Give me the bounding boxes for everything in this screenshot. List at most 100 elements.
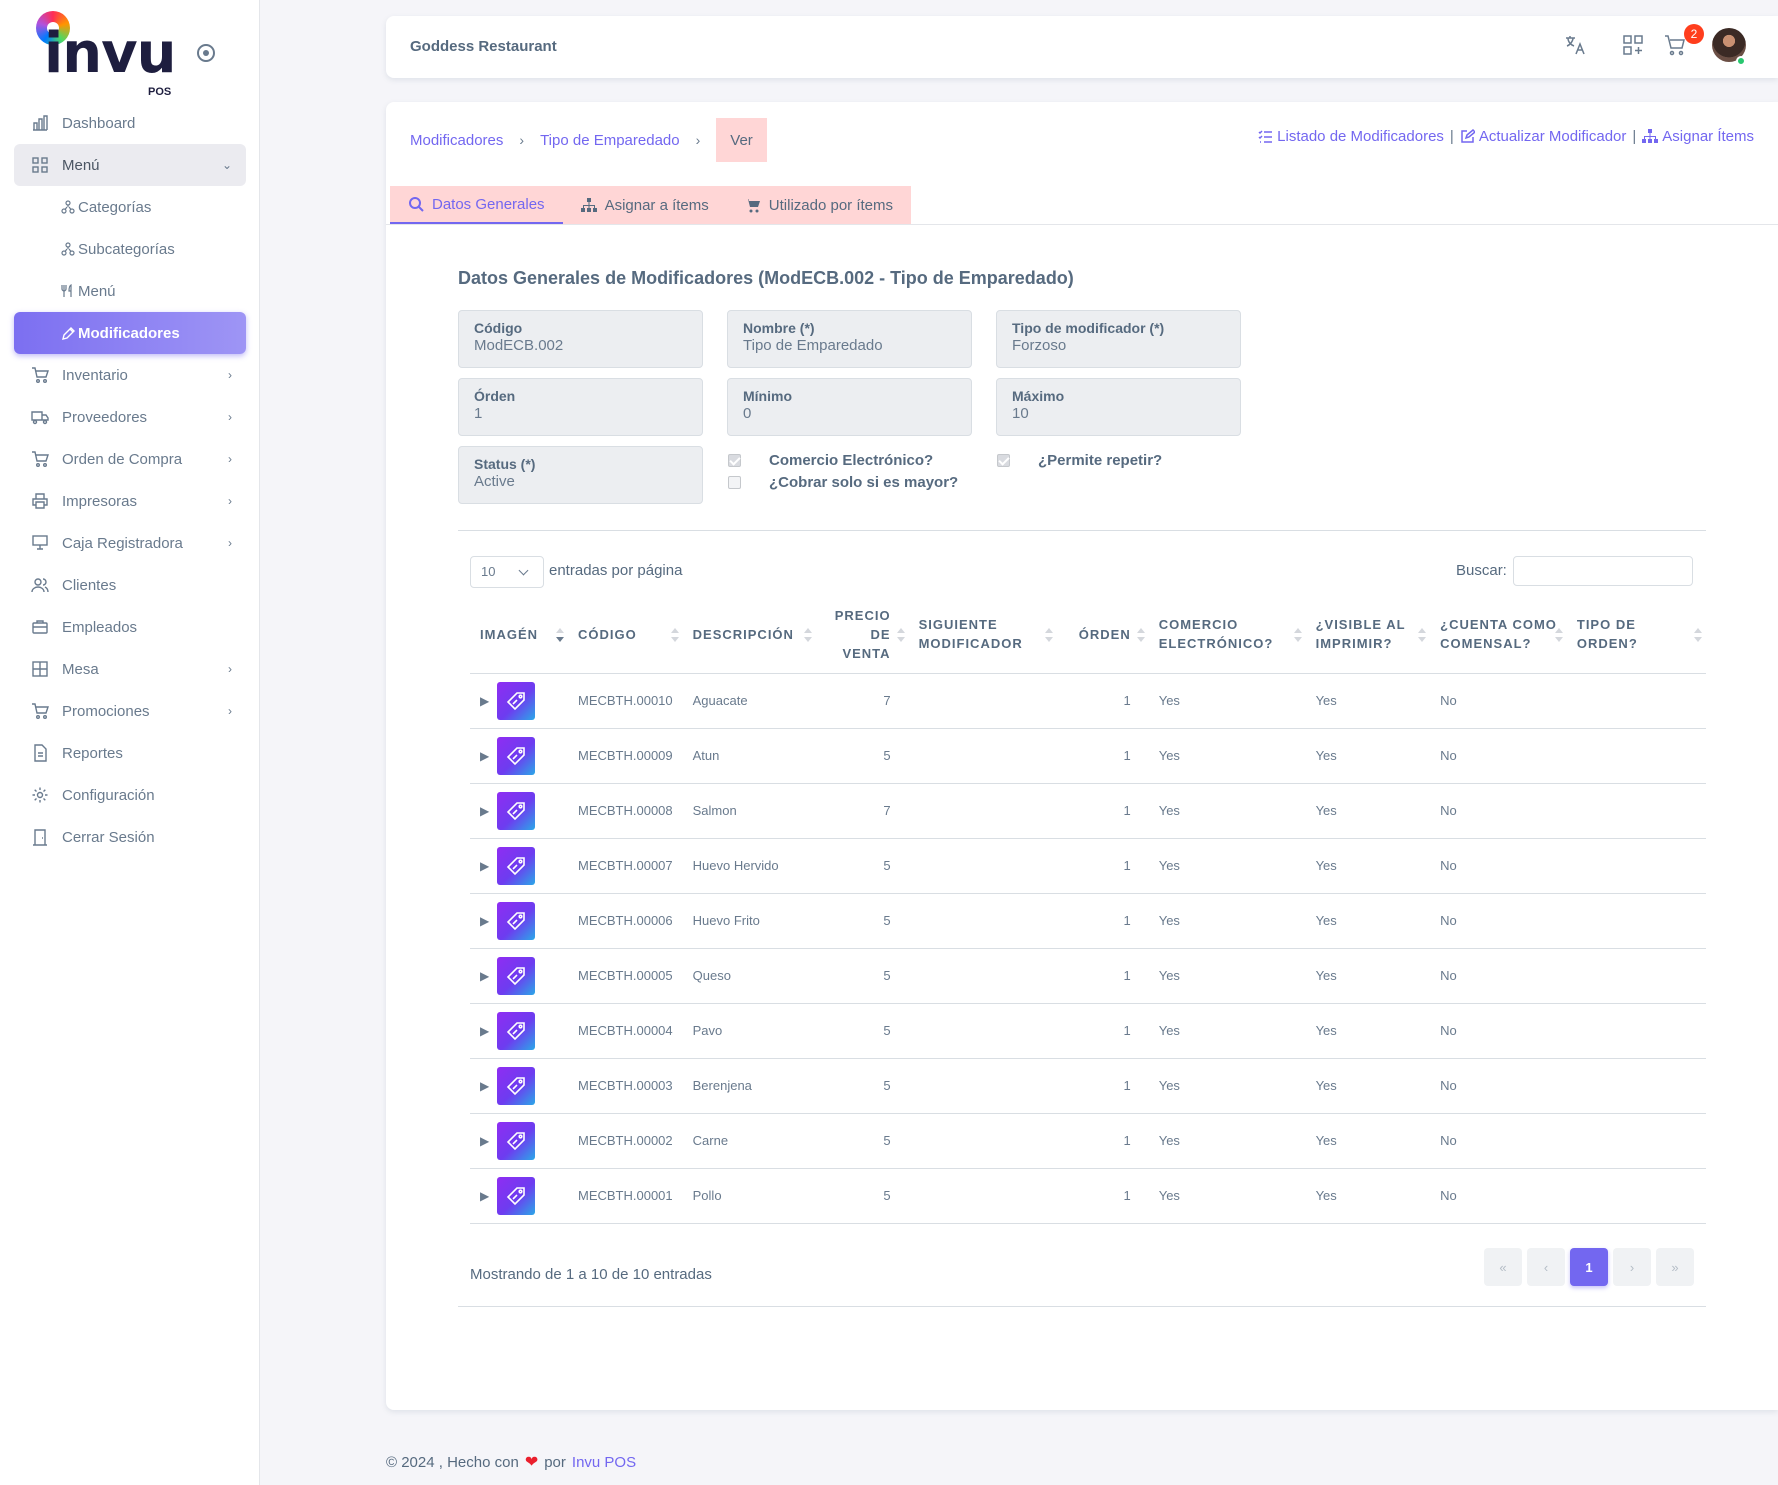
column-header-descripcion[interactable]: Descripción bbox=[682, 596, 817, 674]
table-row[interactable]: ▶ MECBTH.00002 Carne 5 1 Yes Yes No bbox=[470, 1113, 1706, 1169]
sidebar-item-configuracion[interactable]: Configuración bbox=[14, 774, 246, 816]
entries-per-page-select[interactable]: 10 bbox=[470, 556, 544, 588]
tab-datos-generales[interactable]: Datos Generales bbox=[390, 186, 563, 224]
sidebar-collapse-icon[interactable] bbox=[197, 44, 215, 62]
sidebar-item-cerrar-sesion[interactable]: Cerrar Sesión bbox=[14, 816, 246, 858]
sidebar-item-proveedores[interactable]: Proveedores › bbox=[14, 396, 246, 438]
image-cell: ▶ bbox=[480, 681, 558, 720]
table-row[interactable]: ▶ MECBTH.00006 Huevo Frito 5 1 Yes Yes No bbox=[470, 893, 1706, 949]
cell-imagen: ▶ bbox=[470, 783, 568, 839]
expand-row-icon[interactable]: ▶ bbox=[480, 748, 490, 763]
sidebar-item-clientes[interactable]: Clientes bbox=[14, 564, 246, 606]
pagination-prev-button[interactable]: ‹ bbox=[1527, 1248, 1565, 1286]
grid-icon bbox=[30, 155, 50, 175]
status-field[interactable]: Status (*) Active bbox=[458, 446, 703, 504]
tab-asignar-items[interactable]: Asignar a ítems bbox=[563, 186, 727, 224]
permite-repetir-checkbox[interactable]: ¿Permite repetir? bbox=[997, 452, 1162, 469]
table-row[interactable]: ▶ MECBTH.00009 Atun 5 1 Yes Yes No bbox=[470, 728, 1706, 784]
table-row[interactable]: ▶ MECBTH.00010 Aguacate 7 1 Yes Yes No bbox=[470, 673, 1706, 729]
expand-row-icon[interactable]: ▶ bbox=[480, 1133, 490, 1148]
nombre-field[interactable]: Nombre (*) Tipo de Emparedado bbox=[727, 310, 972, 368]
sidebar-item-menu-sub[interactable]: Menú bbox=[14, 270, 246, 312]
sidebar-item-empleados[interactable]: Empleados bbox=[14, 606, 246, 648]
orden-field[interactable]: Órden 1 bbox=[458, 378, 703, 436]
update-modifier-link[interactable]: Actualizar Modificador bbox=[1460, 128, 1626, 145]
table-row[interactable]: ▶ MECBTH.00001 Pollo 5 1 Yes Yes No bbox=[470, 1168, 1706, 1224]
sidebar-item-orden-compra[interactable]: Orden de Compra › bbox=[14, 438, 246, 480]
comercio-electronico-checkbox[interactable]: Comercio Electrónico? bbox=[728, 452, 933, 469]
cell-next bbox=[908, 838, 1058, 894]
table-row[interactable]: ▶ MECBTH.00007 Huevo Hervido 5 1 Yes Yes No bbox=[470, 838, 1706, 894]
column-header-precio[interactable]: Precio de venta bbox=[816, 596, 909, 674]
minimo-field[interactable]: Mínimo 0 bbox=[727, 378, 972, 436]
expand-row-icon[interactable]: ▶ bbox=[480, 803, 490, 818]
column-header-codigo[interactable]: Código bbox=[567, 596, 683, 674]
expand-row-icon[interactable]: ▶ bbox=[480, 693, 490, 708]
sidebar-item-modificadores[interactable]: Modificadores bbox=[14, 312, 246, 354]
expand-row-icon[interactable]: ▶ bbox=[480, 1023, 490, 1038]
breadcrumb-tipo-emparedado[interactable]: Tipo de Emparedado bbox=[540, 131, 680, 149]
pagination-page-button[interactable]: 1 bbox=[1570, 1248, 1608, 1286]
list-icon bbox=[1258, 130, 1273, 143]
cobrar-mayor-checkbox[interactable]: ¿Cobrar solo si es mayor? bbox=[728, 474, 958, 491]
cell-diner: No bbox=[1430, 1058, 1567, 1114]
column-header-visible[interactable]: ¿Visible al imprimir? bbox=[1305, 596, 1431, 674]
pagination-next-button[interactable]: › bbox=[1613, 1248, 1651, 1286]
sidebar-item-mesa[interactable]: Mesa › bbox=[14, 648, 246, 690]
sidebar-item-label: Categorías bbox=[78, 198, 152, 216]
tab-utilizado-por-items[interactable]: Utilizado por ítems bbox=[727, 186, 911, 224]
column-label: Precio de venta bbox=[834, 607, 891, 661]
expand-row-icon[interactable]: ▶ bbox=[480, 968, 490, 983]
expand-row-icon[interactable]: ▶ bbox=[480, 1078, 490, 1093]
column-header-imagen[interactable]: Imagén bbox=[470, 596, 568, 674]
expand-row-icon[interactable]: ▶ bbox=[480, 913, 490, 928]
online-status-dot bbox=[1736, 56, 1746, 66]
shortcuts-grid-icon[interactable] bbox=[1622, 34, 1644, 56]
expand-row-icon[interactable]: ▶ bbox=[480, 1188, 490, 1203]
modifiers-table: Imagén Código Descripción Precio de vent… bbox=[470, 596, 1706, 1224]
table-row[interactable]: ▶ MECBTH.00003 Berenjena 5 1 Yes Yes No bbox=[470, 1058, 1706, 1114]
breadcrumb-modificadores[interactable]: Modificadores bbox=[410, 131, 504, 149]
invu-logo[interactable]: invu POS bbox=[34, 8, 184, 100]
sidebar-item-promociones[interactable]: Promociones › bbox=[14, 690, 246, 732]
tipo-modificador-field[interactable]: Tipo de modificador (*) Forzoso bbox=[996, 310, 1241, 368]
assign-items-label: Asignar Ítems bbox=[1662, 128, 1754, 145]
sidebar-item-inventario[interactable]: Inventario › bbox=[14, 354, 246, 396]
edit-tag-icon bbox=[60, 323, 76, 343]
sidebar-item-subcategorias[interactable]: Subcategorías bbox=[14, 228, 246, 270]
pagination-first-button[interactable]: « bbox=[1484, 1248, 1522, 1286]
column-header-comensal[interactable]: ¿Cuenta como comensal? bbox=[1430, 596, 1567, 674]
table-row[interactable]: ▶ MECBTH.00005 Queso 5 1 Yes Yes No bbox=[470, 948, 1706, 1004]
cell-code: MECBTH.00001 bbox=[567, 1168, 683, 1224]
column-header-comercio[interactable]: Comercio electrónico? bbox=[1148, 596, 1306, 674]
maximo-field[interactable]: Máximo 10 bbox=[996, 378, 1241, 436]
search-input[interactable] bbox=[1513, 556, 1693, 586]
sidebar-item-caja[interactable]: Caja Registradora › bbox=[14, 522, 246, 564]
list-modifiers-link[interactable]: Listado de Modificadores bbox=[1258, 128, 1444, 145]
cell-type bbox=[1566, 1168, 1706, 1224]
pagination-last-button[interactable]: » bbox=[1656, 1248, 1694, 1286]
sidebar-item-menu[interactable]: Menú ⌄ bbox=[14, 144, 246, 186]
sidebar-item-categorias[interactable]: Categorías bbox=[14, 186, 246, 228]
cell-visible: Yes bbox=[1305, 838, 1431, 894]
assign-items-link[interactable]: Asignar Ítems bbox=[1642, 128, 1754, 145]
footer-invu-link[interactable]: Invu POS bbox=[571, 1453, 637, 1471]
column-header-tipo-orden[interactable]: Tipo de orden? bbox=[1566, 596, 1706, 674]
column-header-orden[interactable]: Órden bbox=[1057, 596, 1149, 674]
sidebar-item-dashboard[interactable]: Dashboard bbox=[14, 102, 246, 144]
column-header-siguiente[interactable]: Siguiente modificador bbox=[908, 596, 1058, 674]
codigo-field[interactable]: Código ModECB.002 bbox=[458, 310, 703, 368]
cell-price: 5 bbox=[816, 1113, 909, 1169]
column-label: Imagén bbox=[480, 626, 538, 642]
sidebar-item-impresoras[interactable]: Impresoras › bbox=[14, 480, 246, 522]
cell-ecom: Yes bbox=[1148, 1003, 1306, 1059]
table-row[interactable]: ▶ MECBTH.00008 Salmon 7 1 Yes Yes No bbox=[470, 783, 1706, 839]
cell-diner: No bbox=[1430, 1003, 1567, 1059]
field-label: Código bbox=[474, 320, 523, 336]
sort-icon bbox=[1293, 628, 1302, 642]
cart-icon[interactable] bbox=[1664, 34, 1686, 56]
expand-row-icon[interactable]: ▶ bbox=[480, 858, 490, 873]
sidebar-item-reportes[interactable]: Reportes bbox=[14, 732, 246, 774]
table-row[interactable]: ▶ MECBTH.00004 Pavo 5 1 Yes Yes No bbox=[470, 1003, 1706, 1059]
translate-icon[interactable] bbox=[1564, 34, 1586, 56]
